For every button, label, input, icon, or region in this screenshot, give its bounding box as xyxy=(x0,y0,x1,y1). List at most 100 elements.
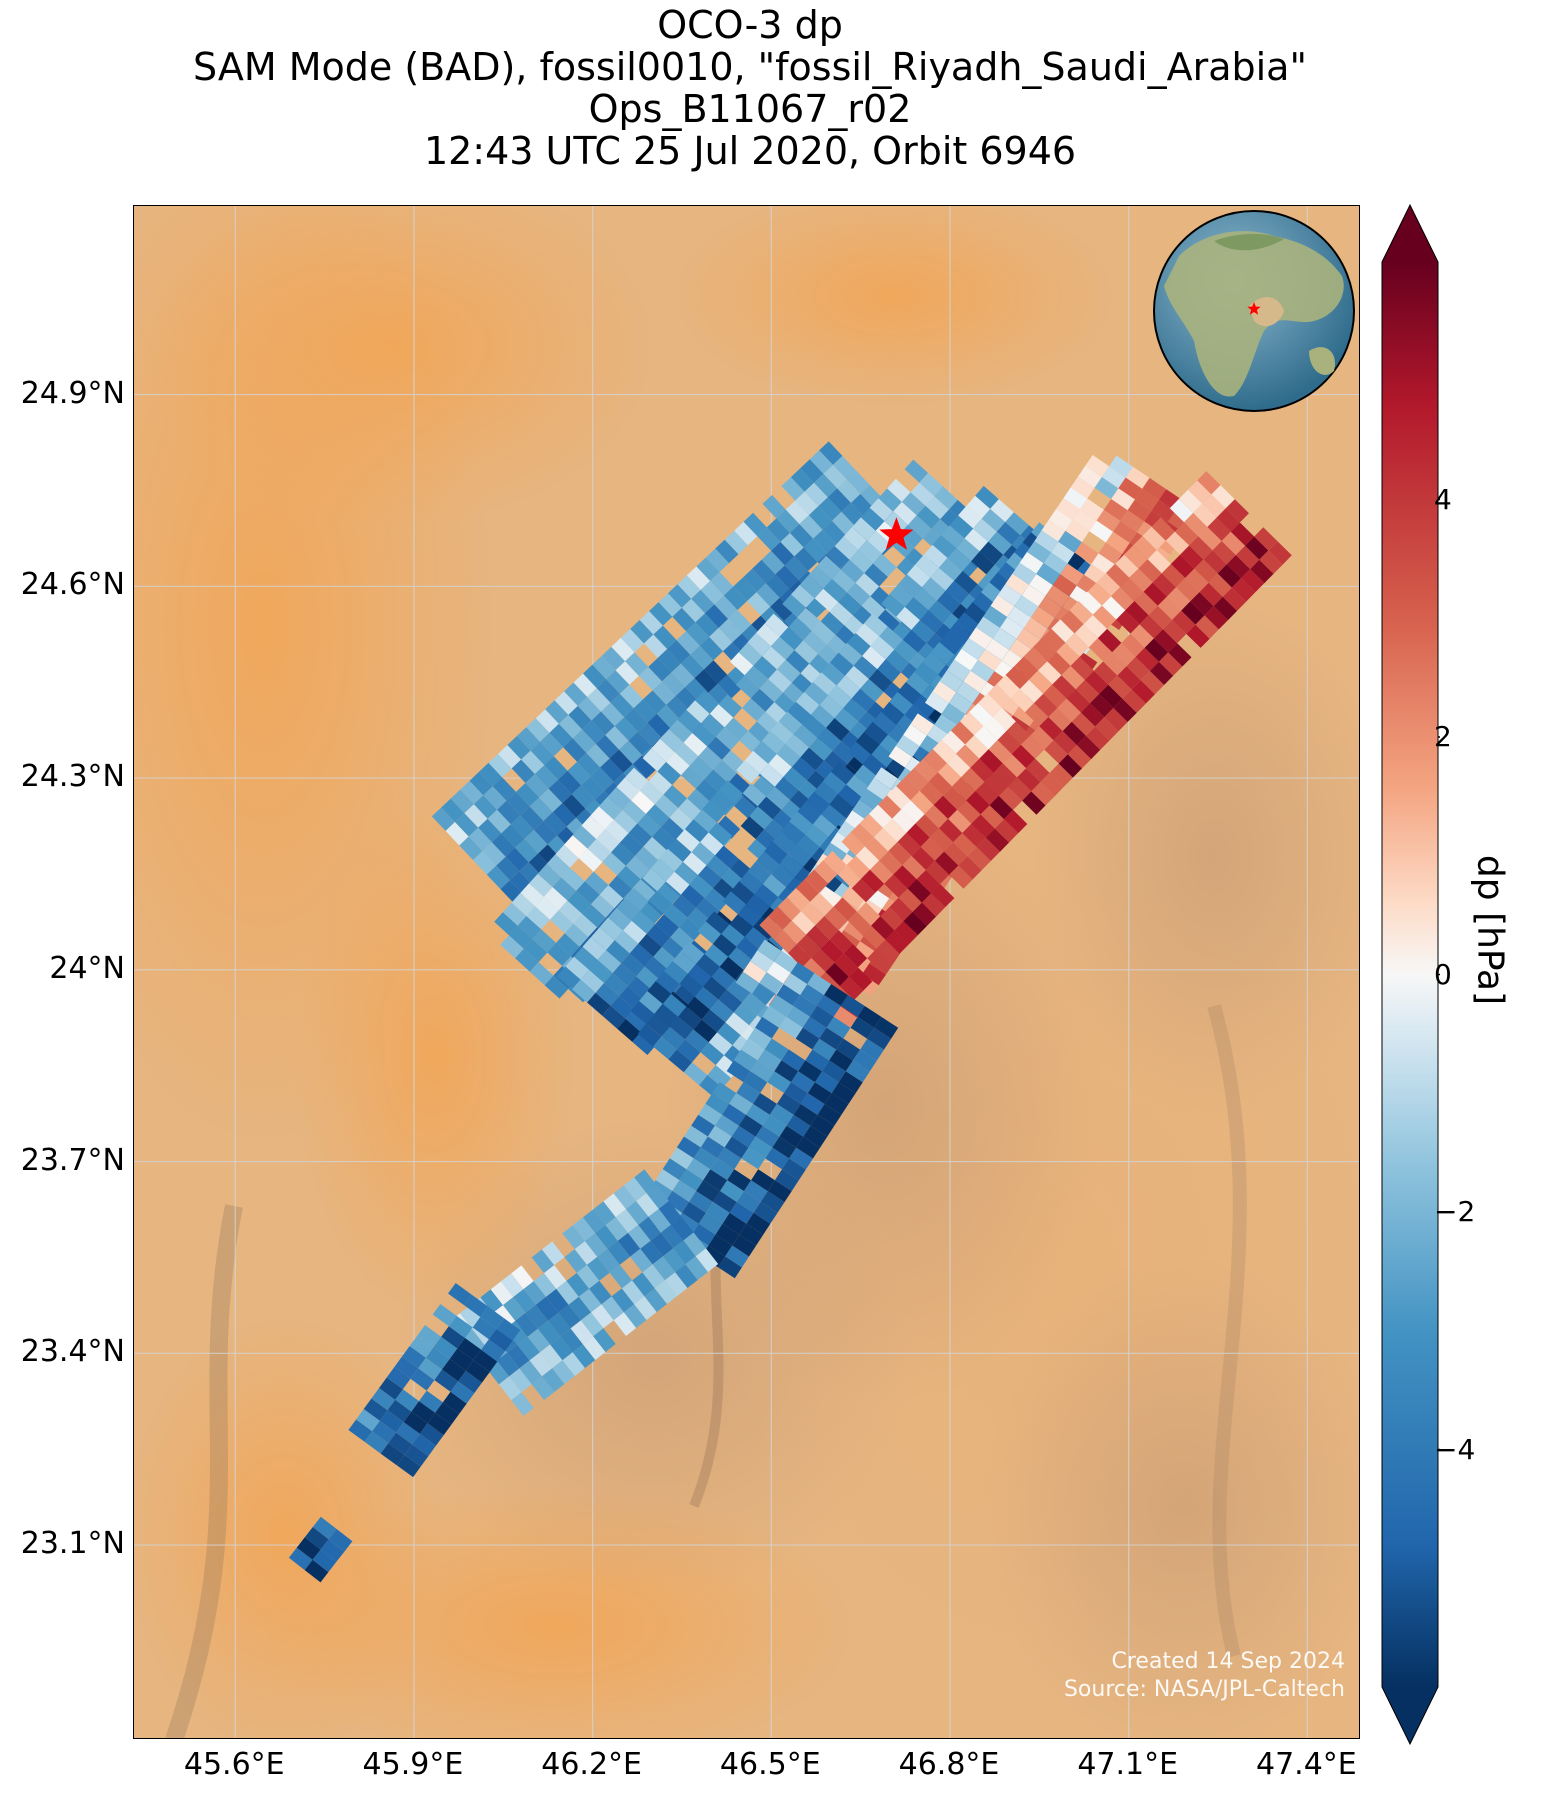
dp-cell xyxy=(946,753,971,778)
dp-cell xyxy=(840,559,865,583)
dp-cell xyxy=(611,637,635,662)
dp-cell xyxy=(672,894,696,918)
dp-cell xyxy=(799,515,823,539)
dp-cell xyxy=(739,1223,764,1246)
dp-cell xyxy=(721,924,745,947)
dp-cell xyxy=(657,649,681,673)
dp-cell xyxy=(874,827,898,852)
dp-cell xyxy=(691,1114,715,1137)
dp-cell xyxy=(1090,694,1114,718)
dp-cell xyxy=(1038,661,1062,685)
dp-cell xyxy=(595,735,619,759)
dp-cell xyxy=(624,708,648,732)
dp-cell xyxy=(711,966,736,990)
dp-cell xyxy=(1139,615,1163,639)
dp-cell xyxy=(825,962,849,986)
dp-cell xyxy=(743,1071,768,1093)
dp-cell xyxy=(980,805,1004,829)
dp-cell xyxy=(928,600,953,624)
dp-cell xyxy=(1235,545,1260,570)
dp-cell xyxy=(814,588,839,612)
dp-cell xyxy=(811,948,835,972)
dp-cell xyxy=(989,795,1014,820)
dp-cell xyxy=(925,496,949,520)
dp-cell xyxy=(593,1201,616,1226)
dp-cell xyxy=(802,714,827,738)
dp-cell xyxy=(923,749,947,773)
dp-cell xyxy=(979,749,1003,773)
dp-cell xyxy=(817,727,842,751)
dp-cell xyxy=(997,730,1021,755)
dp-cell xyxy=(743,512,767,537)
dp-cell xyxy=(1131,680,1155,704)
dp-cell xyxy=(894,639,918,663)
dp-cell xyxy=(517,1336,540,1361)
dp-cell xyxy=(567,890,591,914)
dp-cell xyxy=(591,711,615,735)
dp-cell xyxy=(831,1082,856,1104)
dp-cell xyxy=(944,842,968,866)
dp-cell xyxy=(527,1328,551,1353)
dp-cell xyxy=(550,910,574,934)
dp-cell xyxy=(832,741,857,764)
dp-cell xyxy=(558,900,583,924)
dp-cell xyxy=(558,1304,581,1329)
dp-cell xyxy=(576,1264,600,1289)
dp-cell xyxy=(582,720,606,744)
dp-cell xyxy=(486,865,510,890)
dp-cell xyxy=(941,730,966,754)
dp-cell xyxy=(622,800,646,824)
dp-cell xyxy=(810,1114,835,1137)
dp-cell xyxy=(531,1249,555,1274)
dp-cell xyxy=(633,699,657,723)
dp-cell xyxy=(1124,545,1148,569)
dp-cell xyxy=(689,875,714,898)
dp-cell xyxy=(602,852,626,876)
dp-cell xyxy=(681,884,705,908)
dp-cell xyxy=(939,818,963,843)
dp-cell xyxy=(833,1006,857,1029)
dp-cell xyxy=(612,963,637,987)
dp-cell xyxy=(509,1368,532,1393)
dp-cell xyxy=(768,669,792,693)
dp-cell xyxy=(676,1039,701,1063)
dp-cell xyxy=(700,1042,725,1066)
dp-cell xyxy=(1012,562,1037,585)
dp-cell xyxy=(1230,522,1255,546)
dp-cell xyxy=(570,1320,594,1345)
colorbar-extend-min xyxy=(1382,1687,1438,1744)
dp-cell xyxy=(889,897,913,922)
dp-cell xyxy=(921,893,946,917)
dp-cell xyxy=(811,621,836,645)
dp-cell xyxy=(837,784,862,808)
dp-cell xyxy=(1245,536,1269,560)
dp-cell xyxy=(685,1256,708,1280)
dp-cell xyxy=(473,795,498,819)
dp-cell xyxy=(1056,498,1080,521)
dp-cell xyxy=(1060,563,1084,586)
dp-cell xyxy=(808,506,833,530)
dp-cell xyxy=(864,837,889,861)
dp-cell xyxy=(625,652,649,676)
dp-cell xyxy=(517,916,542,940)
dp-cell xyxy=(932,739,957,764)
dp-cell xyxy=(1197,471,1221,495)
dp-cell xyxy=(1180,545,1204,569)
dp-cell xyxy=(910,713,935,736)
dp-cell xyxy=(523,1281,546,1305)
dp-cell xyxy=(659,848,683,872)
dp-cell xyxy=(736,1082,761,1104)
dp-cell xyxy=(703,1169,728,1191)
dp-cell xyxy=(876,609,901,633)
dp-cell xyxy=(1142,477,1167,500)
dp-cell xyxy=(500,935,524,959)
dp-cell xyxy=(660,817,685,841)
dp-cell xyxy=(599,885,624,909)
dp-cell xyxy=(998,786,1023,810)
dp-cell xyxy=(830,761,855,785)
dp-cell xyxy=(700,580,724,605)
dp-cell xyxy=(781,1049,806,1072)
dp-cell xyxy=(589,1280,612,1305)
dp-cell xyxy=(723,586,747,610)
dp-cell xyxy=(969,702,993,726)
